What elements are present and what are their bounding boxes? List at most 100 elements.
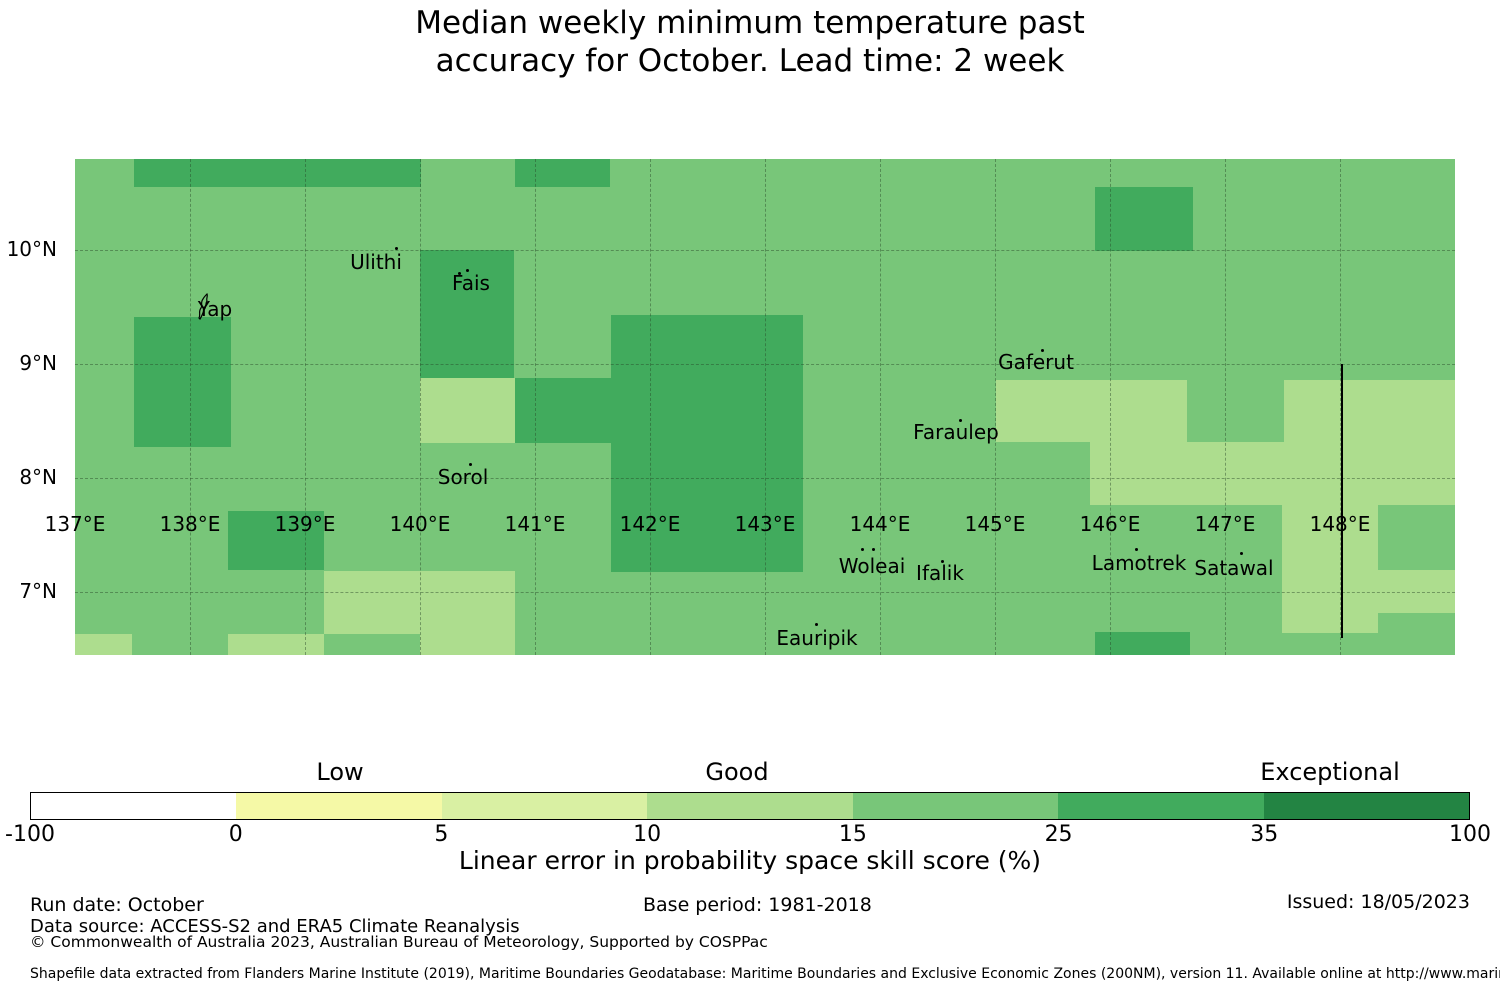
island-marker-dot [1041,349,1044,352]
gridline-vertical [1110,159,1111,655]
island-marker-dot [466,269,469,272]
eez-boundary-line [1341,364,1343,638]
colorbar-tick-label: -100 [5,822,55,847]
gridline-vertical [880,159,881,655]
colorbar-tick-label: 35 [1250,822,1279,847]
colorbar-segment [647,793,853,819]
map-cell [1284,380,1455,442]
island-label-yap: Yap [197,297,233,321]
gridline-vertical [305,159,306,655]
map-cell [1095,187,1193,251]
gridline-horizontal [75,364,1455,365]
island-label-gaferut: Gaferut [998,350,1074,374]
colorbar-tick-label: 5 [434,822,449,847]
map-cell [1090,442,1455,505]
map-cell [611,315,803,572]
gridline-vertical [1340,159,1341,655]
x-tick-label: 141°E [504,512,566,536]
island-marker-dot [815,623,818,626]
map-cell [1095,632,1190,655]
island-marker-dot [861,548,864,551]
island-label-faraulep: Faraulep [913,420,999,444]
gridline-vertical [1225,159,1226,655]
island-marker-dot [1240,552,1243,555]
yap-island-outline [198,292,208,320]
colorbar-segment [852,793,1059,819]
x-tick-label: 137°E [44,512,106,536]
run-date-text: Run date: October [30,894,204,916]
island-marker-dot [395,247,398,250]
island-marker-dot [1135,548,1138,551]
island-label-eauripik: Eauripik [776,626,858,650]
gridline-vertical [995,159,996,655]
chart-title: Median weekly minimum temperature past a… [0,4,1500,80]
colorbar [30,792,1470,820]
map-cell [134,159,421,187]
colorbar-segment [31,793,237,819]
island-marker-dot [941,560,944,563]
gridline-vertical [535,159,536,655]
gridline-horizontal [75,250,1455,251]
island-label-fais: Fais [452,271,490,295]
x-tick-label: 139°E [274,512,336,536]
colorbar-segment [1058,793,1264,819]
map-cell [75,634,132,655]
x-tick-label: 143°E [734,512,796,536]
colorbar-tick-label: 10 [633,822,662,847]
x-tick-label: 146°E [1079,512,1141,536]
island-marker-dot [469,463,472,466]
map-cell [228,511,324,570]
copyright-text: © Commonwealth of Australia 2023, Austra… [30,933,768,951]
island-label-sorol: Sorol [437,465,489,489]
gridline-horizontal [75,478,1455,479]
gridline-vertical [190,159,191,655]
x-tick-label: 142°E [619,512,681,536]
map-cell [420,634,515,655]
island-label-satawal: Satawal [1194,556,1274,580]
data-source-text: Data source: ACCESS-S2 and ERA5 Climate … [30,916,520,937]
y-tick-label: 9°N [19,350,57,375]
gridline-vertical [650,159,651,655]
map-cell [324,571,515,634]
y-tick-label: 8°N [19,464,57,489]
colorbar-category-low: Low [316,758,364,786]
colorbar-tick-label: 15 [838,822,867,847]
colorbar-category-exceptional: Exceptional [1260,758,1400,786]
colorbar-category-good: Good [705,758,769,786]
map-cell [515,159,610,187]
map-cell [996,380,1187,442]
y-tick-label: 10°N [6,236,57,261]
colorbar-segment [1263,793,1469,819]
x-tick-label: 148°E [1309,512,1371,536]
x-tick-label: 138°E [159,512,221,536]
colorbar-segment [236,793,442,819]
x-tick-label: 145°E [964,512,1026,536]
map-canvas: Ulithi Fais Yap Sorol Gaferut Faraulep Woleai I… [75,159,1455,655]
colorbar-axis-label: Linear error in probability space skill … [458,846,1042,875]
island-label-ulithi: Ulithi [350,250,402,274]
map-cell [1378,570,1455,613]
x-tick-label: 144°E [849,512,911,536]
gridline-vertical [420,159,421,655]
x-tick-label: 147°E [1194,512,1256,536]
gridline-vertical [765,159,766,655]
map-cell [515,378,611,443]
island-label-lamotrek: Lamotrek [1091,551,1187,575]
map-cell [1282,505,1378,633]
colorbar-tick-label: 100 [1449,822,1491,847]
colorbar-tick-label: 25 [1044,822,1073,847]
island-label-woleai: Woleai [838,554,906,578]
colorbar-segment [441,793,648,819]
chart-title-line1: Median weekly minimum temperature past [415,5,1085,41]
gridline-horizontal [75,592,1455,593]
base-period-text: Base period: 1981-2018 [643,894,872,916]
chart-title-line2: accuracy for October. Lead time: 2 week [435,43,1065,79]
island-marker-dot [458,272,461,275]
island-marker-dot [872,548,875,551]
x-tick-label: 140°E [389,512,451,536]
colorbar-tick-label: 0 [228,822,243,847]
issued-date-text: Issued: 18/05/2023 [1286,891,1470,913]
map-cell [134,317,231,447]
map-cell [228,634,324,655]
